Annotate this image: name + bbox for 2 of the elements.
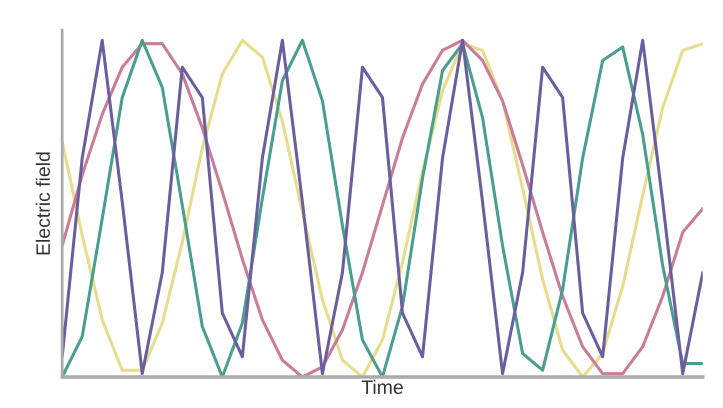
y-axis-title: Electric field	[36, 152, 50, 254]
x-axis-title: Time	[362, 380, 403, 394]
